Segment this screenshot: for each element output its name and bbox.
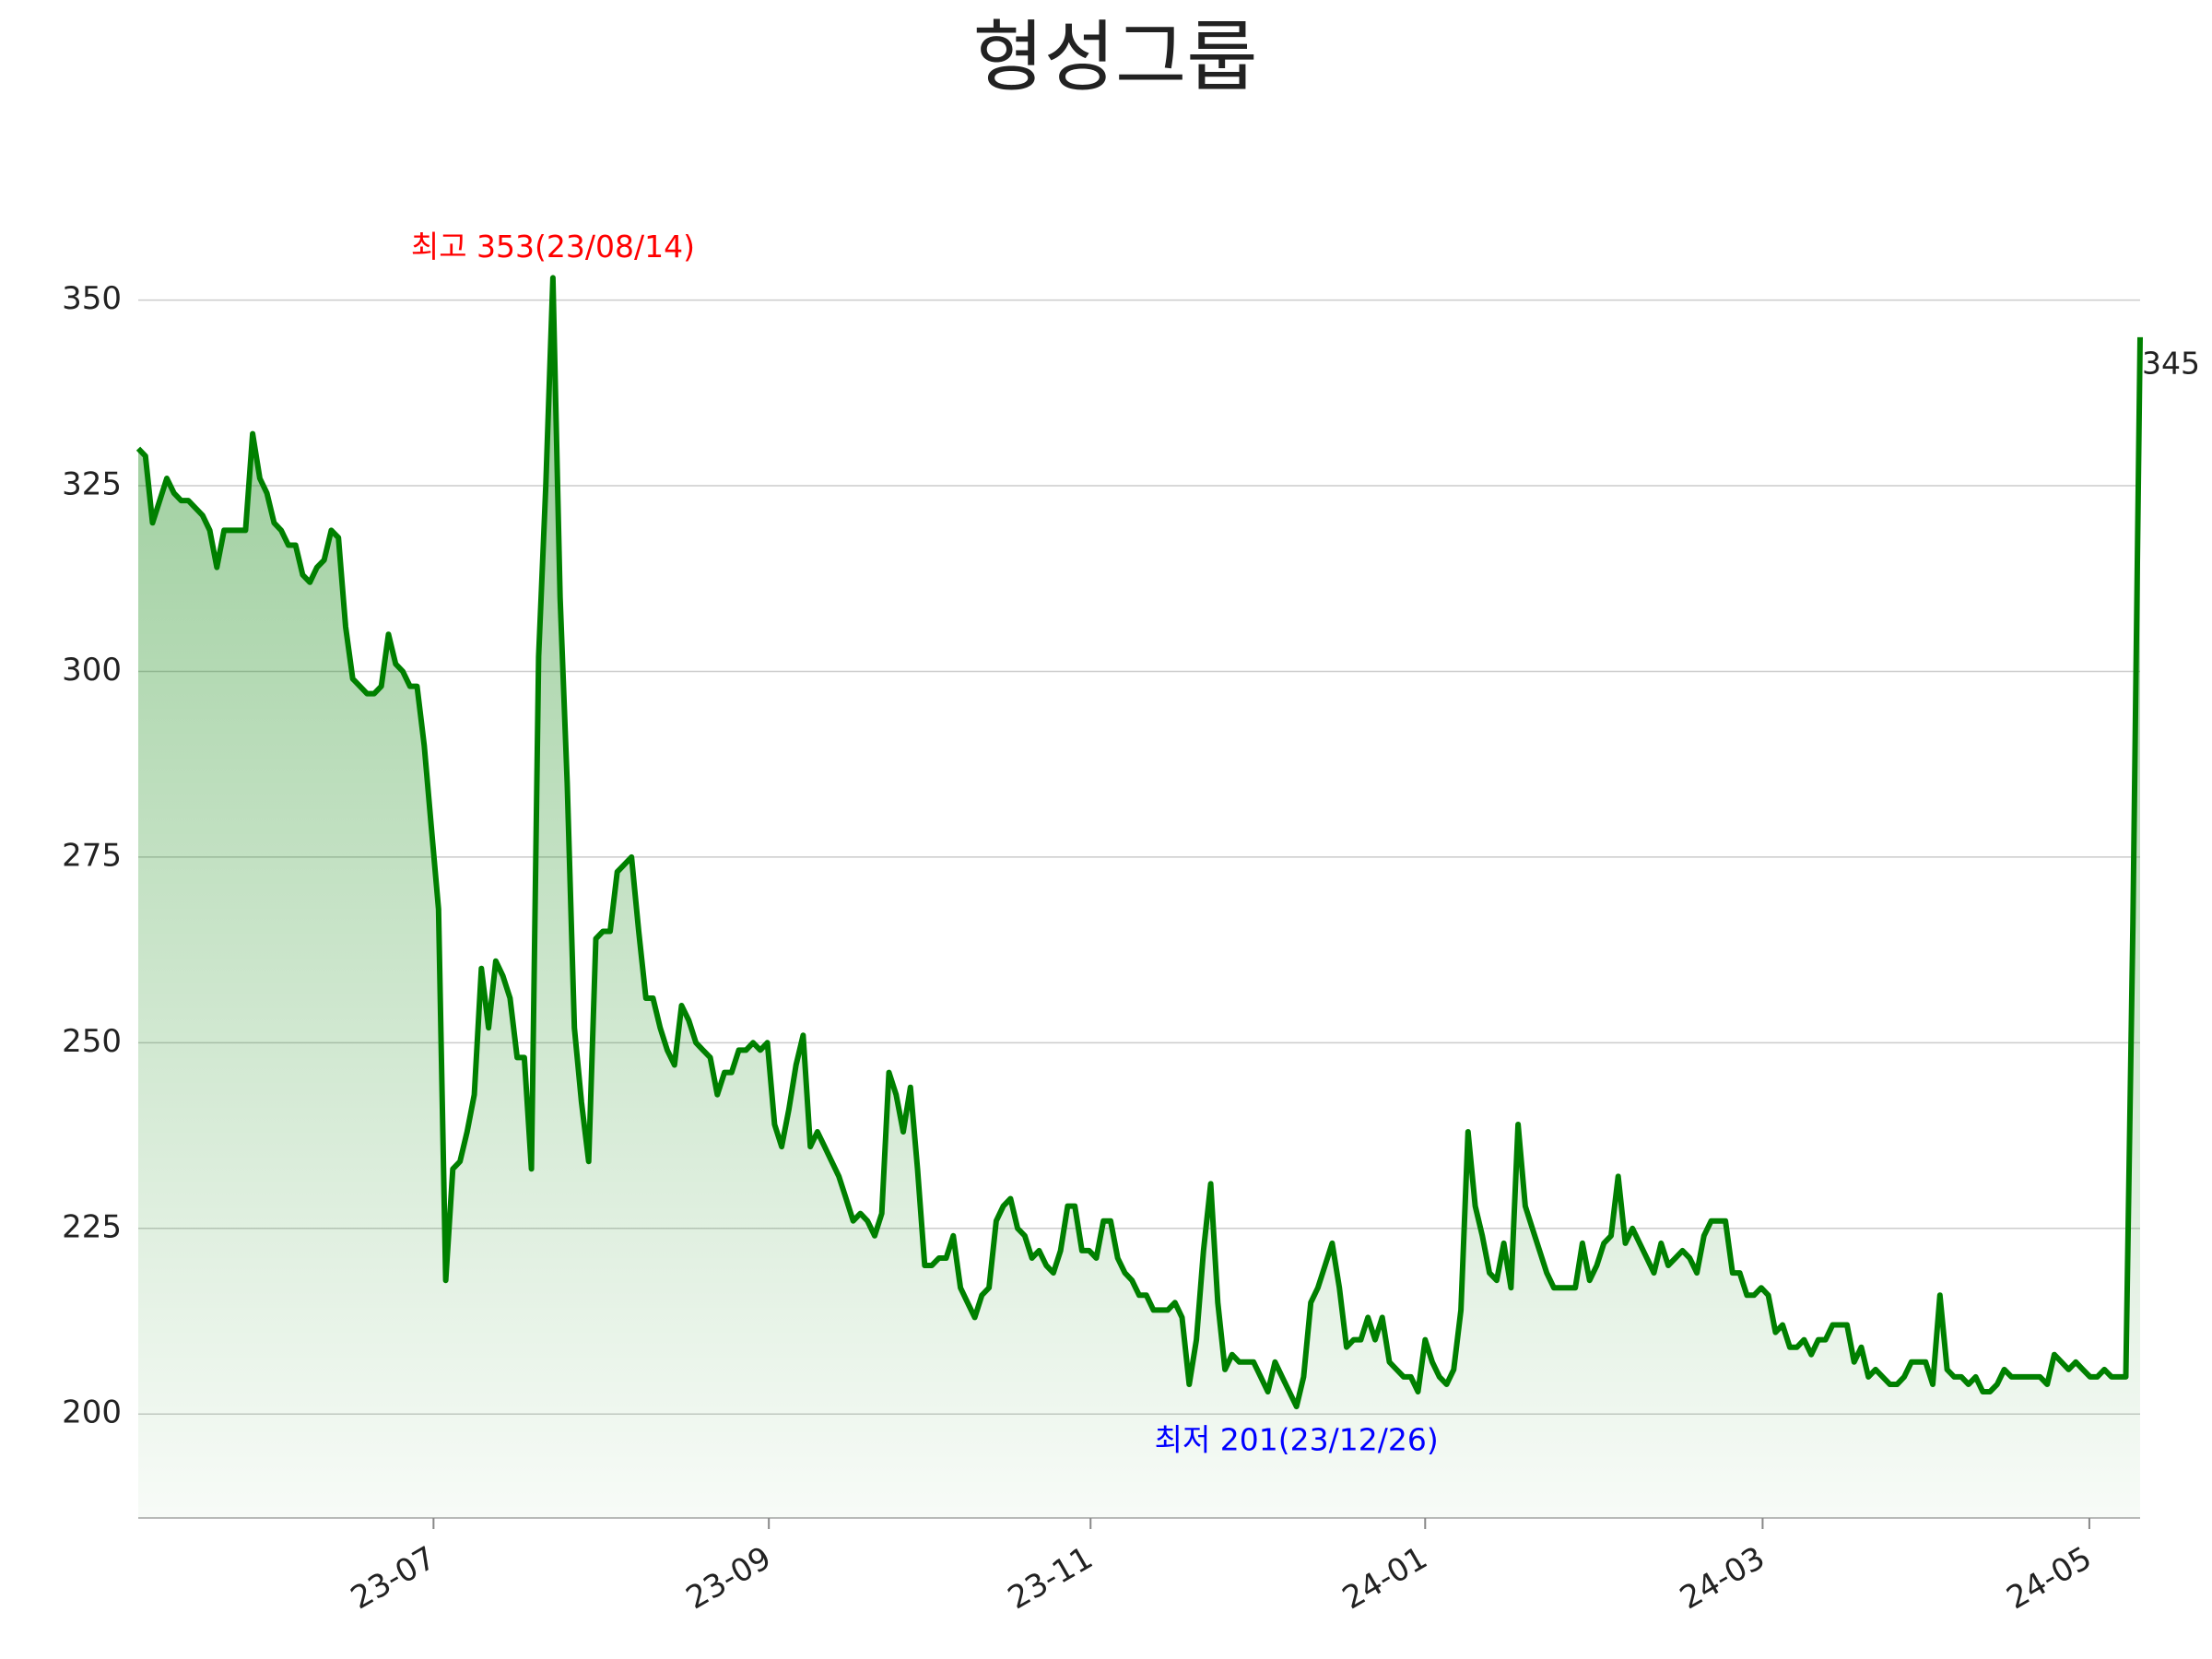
x-tick-label: 23-11 <box>1002 1539 1100 1617</box>
y-tick-label: 325 <box>62 466 122 503</box>
y-tick-label: 300 <box>62 652 122 688</box>
x-tick-label: 24-05 <box>2001 1539 2099 1617</box>
last-value-label: 345 <box>2142 345 2200 381</box>
x-tick-label: 24-01 <box>1336 1539 1434 1617</box>
high-annotation: 최고 353(23/08/14) <box>411 229 695 265</box>
y-tick-label: 350 <box>62 280 122 317</box>
y-tick-label: 225 <box>62 1208 122 1245</box>
area <box>138 277 2140 1518</box>
price-line <box>135 275 2143 1410</box>
x-tick-label: 23-09 <box>680 1539 778 1617</box>
x-tick-label: 23-07 <box>345 1539 442 1617</box>
chart-title: 형성그룹 <box>972 12 1257 102</box>
y-tick-label: 200 <box>62 1394 122 1431</box>
low-annotation: 최저 201(23/12/26) <box>1155 1422 1439 1458</box>
y-tick-label: 250 <box>62 1023 122 1060</box>
y-tick-label: 275 <box>62 837 122 874</box>
x-tick-label: 24-03 <box>1674 1539 1771 1617</box>
